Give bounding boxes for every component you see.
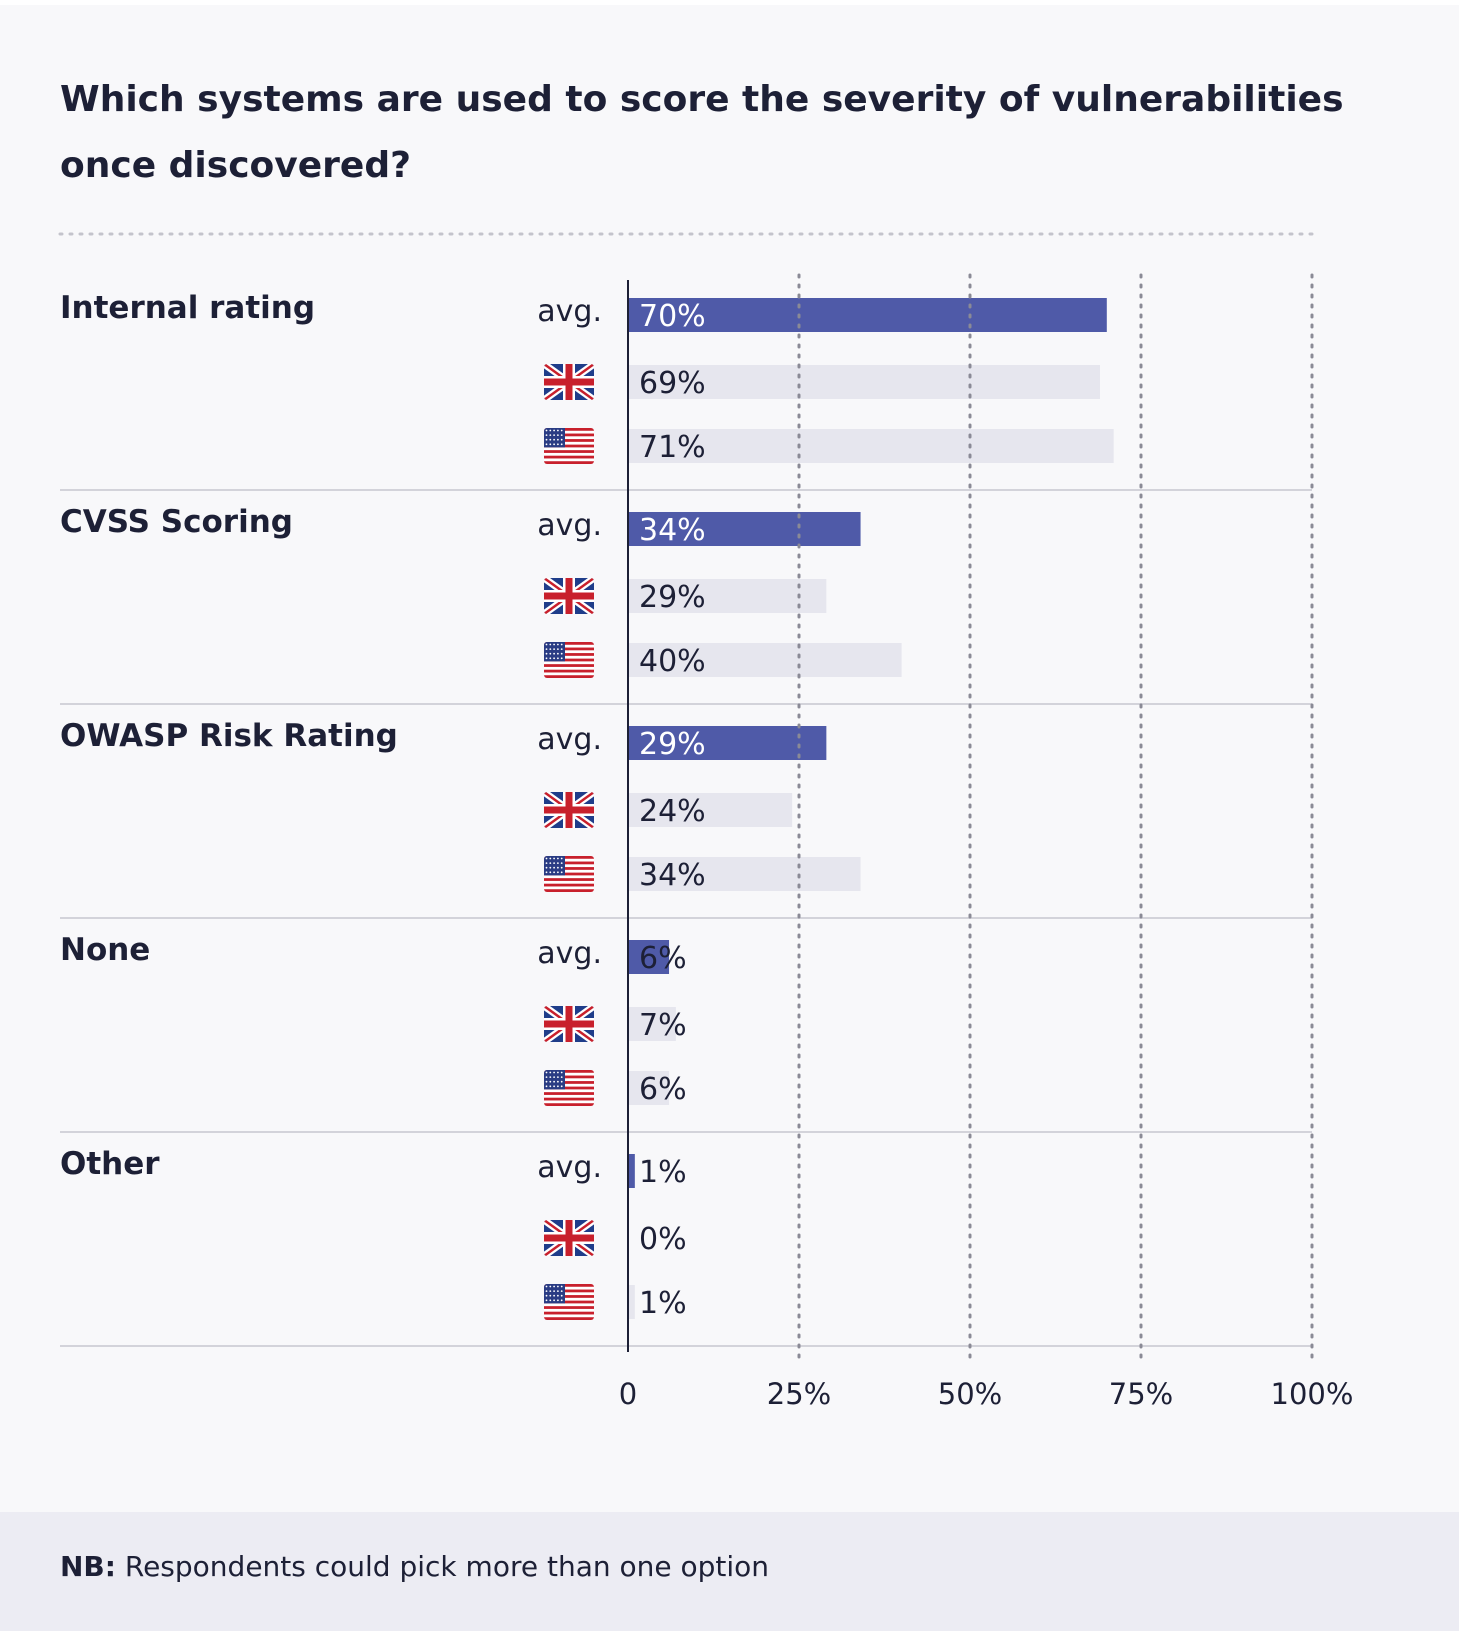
uk-flag-icon: [544, 578, 594, 614]
category-label: None: [60, 932, 150, 968]
us-flag-icon: [544, 428, 594, 464]
value-label: 6%: [639, 1072, 687, 1107]
uk-flag-icon: [544, 364, 594, 400]
uk-bar: [628, 365, 1100, 399]
us-bar: [628, 429, 1114, 463]
avg-row-label: avg.: [537, 508, 602, 543]
us-bar: [628, 857, 861, 891]
chart-card: Which systems are used to score the seve…: [0, 5, 1459, 1631]
avg-bar: [628, 298, 1107, 332]
us-flag-icon: [544, 856, 594, 892]
value-label: 1%: [639, 1155, 687, 1190]
us-flag-icon: [544, 1070, 594, 1106]
value-label: 69%: [639, 366, 706, 401]
value-label: 0%: [639, 1222, 687, 1257]
value-label: 34%: [639, 858, 706, 893]
value-label: 7%: [639, 1008, 687, 1043]
us-flag-icon: [544, 1284, 594, 1320]
value-label: 29%: [639, 580, 706, 615]
uk-bar: [628, 793, 793, 827]
footnote: NB: Respondents could pick more than one…: [60, 1550, 769, 1583]
avg-bar: [628, 1154, 635, 1188]
category-label: Internal rating: [60, 290, 315, 326]
uk-bar: [628, 1007, 676, 1041]
chart-title: Which systems are used to score the seve…: [60, 79, 1344, 186]
footnote-prefix: NB:: [60, 1550, 116, 1583]
avg-bar: [628, 726, 827, 760]
value-label: 71%: [639, 430, 706, 465]
avg-row-label: avg.: [537, 1150, 602, 1185]
x-tick-label: 100%: [1271, 1377, 1354, 1411]
value-label: 70%: [639, 299, 706, 334]
value-label: 24%: [639, 794, 706, 829]
avg-row-label: avg.: [537, 294, 602, 329]
footnote-text: Respondents could pick more than one opt…: [115, 1550, 770, 1583]
avg-bar: [628, 940, 670, 974]
value-label: 29%: [639, 727, 706, 762]
avg-row-label: avg.: [537, 936, 602, 971]
uk-flag-icon: [544, 1220, 594, 1256]
us-bar: [628, 1071, 670, 1105]
x-tick-label: 25%: [767, 1377, 831, 1411]
us-flag-icon: [544, 642, 594, 678]
footer: NB: Respondents could pick more than one…: [0, 1512, 1459, 1631]
value-label: 6%: [639, 941, 687, 976]
us-bar: [628, 643, 902, 677]
category-label: OWASP Risk Rating: [60, 718, 398, 754]
us-bar: [628, 1285, 635, 1319]
uk-flag-icon: [544, 1006, 594, 1042]
uk-bar: [628, 579, 827, 613]
avg-bar: [628, 512, 861, 546]
category-label: Other: [60, 1146, 160, 1182]
value-label: 34%: [639, 513, 706, 548]
category-label: CVSS Scoring: [60, 504, 293, 540]
avg-row-label: avg.: [537, 722, 602, 757]
x-tick-label: 75%: [1109, 1377, 1173, 1411]
value-label: 40%: [639, 644, 706, 679]
value-label: 1%: [639, 1286, 687, 1321]
x-tick-label: 50%: [938, 1377, 1002, 1411]
x-tick-label: 0: [619, 1377, 637, 1411]
uk-flag-icon: [544, 792, 594, 828]
